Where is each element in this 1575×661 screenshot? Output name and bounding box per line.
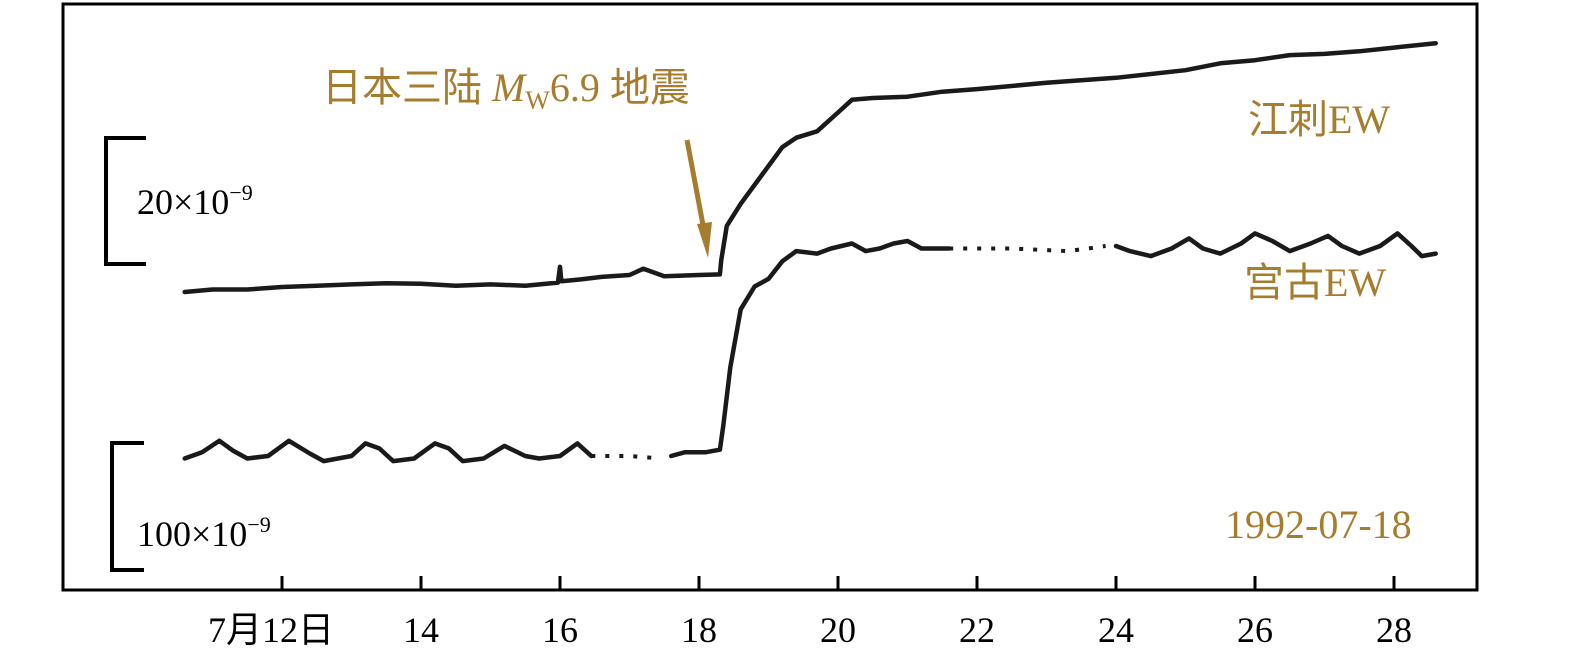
series-line-gonggu-ew-segment-4	[1116, 233, 1436, 256]
x-tick-label-7: 26	[1237, 610, 1273, 650]
event-annotation-label: 日本三陆 MW6.9 地震	[322, 65, 690, 115]
series-label-gonggu: 宫古EW	[1244, 260, 1386, 305]
x-tick-label-3: 18	[681, 610, 717, 650]
x-tick-label-1: 14	[403, 610, 439, 650]
scale-bar-bottom-label: 100×10−9	[137, 512, 271, 554]
x-tick-label-8: 28	[1376, 610, 1412, 650]
date-label: 1992-07-18	[1225, 502, 1412, 547]
series-label-jiangci: 江刺EW	[1248, 97, 1390, 142]
scale-bar-top-label: 20×10−9	[137, 180, 253, 222]
series-line-gonggu-ew-segment-0	[185, 441, 592, 461]
x-axis: 7月12日 14 16 18 20 22 24 26 28	[208, 576, 1412, 650]
x-tick-label-2: 16	[542, 610, 578, 650]
scale-bar-top: 20×10−9	[106, 138, 253, 264]
x-tick-label-0: 7月12日	[208, 610, 334, 650]
series-line-gonggu-ew-segment-3	[949, 246, 1105, 251]
x-tick-label-5: 22	[959, 610, 995, 650]
x-tick-label-6: 24	[1098, 610, 1134, 650]
series-line-gonggu-ew-segment-1	[591, 456, 661, 459]
scale-bar-bottom: 100×10−9	[112, 443, 271, 570]
event-arrow	[687, 140, 712, 258]
x-tick-label-4: 20	[820, 610, 856, 650]
